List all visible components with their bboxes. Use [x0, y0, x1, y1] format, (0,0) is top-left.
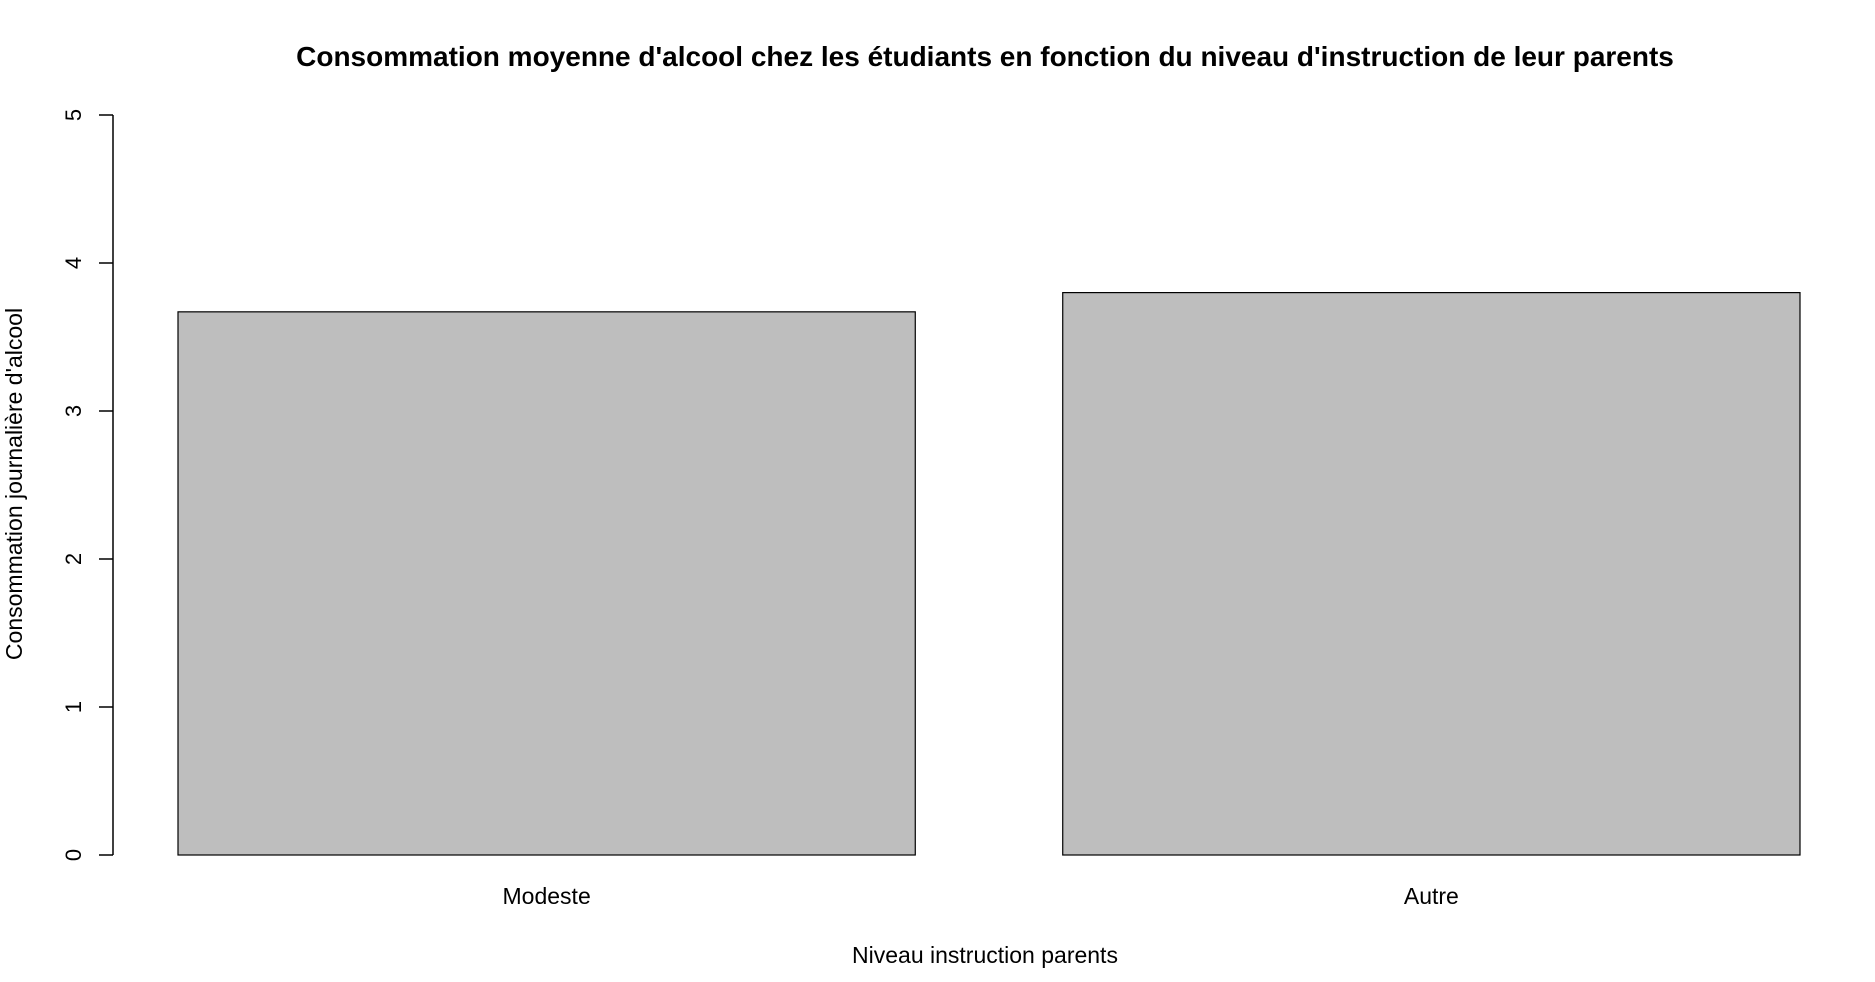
y-tick-label: 5 [61, 109, 86, 121]
bars [177, 292, 1801, 856]
x-axis-title: Niveau instruction parents [852, 942, 1118, 968]
y-axis-title: Consommation journalière d'alcool [1, 308, 27, 660]
chart-title: Consommation moyenne d'alcool chez les é… [296, 41, 1674, 72]
bar-autre [1062, 292, 1801, 856]
x-axis-labels: Modeste Autre [503, 883, 1459, 909]
bar-modeste [177, 311, 916, 856]
y-tick-label: 2 [61, 553, 86, 565]
y-tick-label: 1 [61, 701, 86, 713]
x-category-label: Autre [1404, 883, 1459, 909]
y-tick-label: 4 [61, 257, 86, 269]
y-tick-label: 3 [61, 405, 86, 417]
y-axis: 0 1 2 3 4 5 [61, 109, 114, 861]
y-tick-label: 0 [61, 849, 86, 861]
x-category-label: Modeste [503, 883, 591, 909]
